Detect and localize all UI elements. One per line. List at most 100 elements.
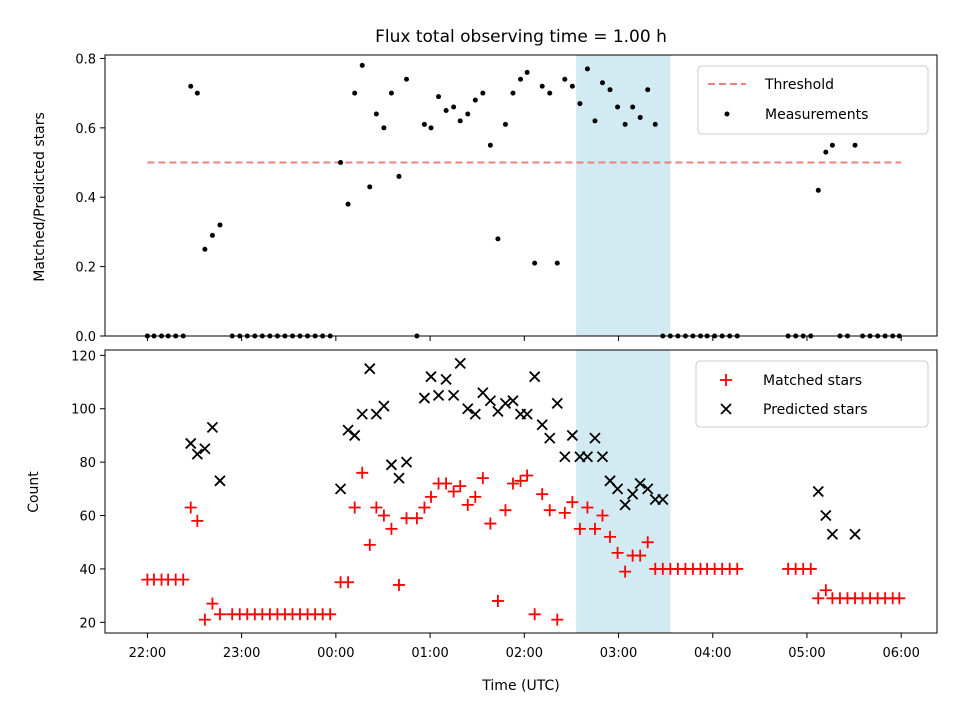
predicted-star-point	[432, 389, 445, 402]
matched-star-point	[400, 512, 413, 525]
measurement-point	[829, 142, 835, 148]
top-legend-box	[697, 65, 929, 135]
predicted-star-point	[418, 392, 431, 404]
predicted-star-point	[826, 528, 839, 540]
measurement-point	[524, 69, 530, 75]
predicted-star-point	[447, 389, 460, 402]
matched-star-point	[804, 562, 817, 575]
measurement-point	[592, 118, 598, 124]
measurement-point	[600, 80, 606, 86]
predicted-star-point	[393, 472, 405, 484]
measurement-point	[359, 62, 365, 68]
predicted-star-point	[385, 459, 398, 471]
measurement-point	[615, 104, 621, 110]
legend-predicted-swatch	[720, 403, 732, 415]
predicted-star-point	[589, 432, 601, 444]
measurement-point	[815, 187, 821, 193]
legend-matched-swatch	[720, 374, 732, 386]
bottom-x-axis: 22:00 23:00 00:00 01:00 02:00 03:00 04:00 05:00…	[129, 633, 920, 661]
matched-star-point	[392, 578, 405, 591]
matched-star-point	[499, 504, 512, 517]
predicted-star-point	[642, 483, 654, 495]
top-legend: Threshold Measurements	[697, 65, 929, 135]
matched-star-point	[581, 501, 594, 514]
measurement-point	[465, 111, 471, 117]
measurement-point	[607, 87, 613, 93]
y-tick-label: 80	[79, 456, 96, 471]
top-x-ticks	[146, 336, 902, 341]
highlight-span-bottom	[576, 350, 671, 633]
measurement-point	[480, 90, 486, 96]
measurement-point	[495, 236, 501, 242]
matched-star-point	[447, 485, 460, 498]
bottom-y-axis-label: Count	[26, 471, 42, 513]
predicted-star-point	[634, 477, 646, 490]
y-tick-label: 120	[71, 349, 96, 364]
legend-measurement-swatch	[724, 111, 730, 117]
predicted-star-point	[657, 493, 669, 506]
predicted-star-point	[364, 363, 376, 375]
measurement-point	[396, 173, 402, 179]
predicted-star-point	[820, 509, 832, 522]
predicted-star-point	[529, 371, 541, 383]
matched-star-point	[410, 512, 423, 525]
legend-threshold-label: Threshold	[764, 77, 834, 93]
matched-star-point	[484, 517, 497, 530]
predicted-star-point	[454, 357, 466, 369]
top-y-axis-label: Matched/Predicted stars	[32, 112, 48, 282]
predicted-star-point	[349, 429, 361, 442]
matched-star-point	[191, 514, 204, 527]
predicted-star-point	[499, 397, 512, 410]
matched-star-point	[634, 549, 647, 562]
measurement-point	[577, 101, 583, 107]
matched-star-point	[363, 538, 376, 551]
measurement-point	[652, 121, 658, 127]
predicted-star-point	[206, 421, 219, 434]
predicted-star-point	[812, 485, 824, 498]
chart-title: Flux total observing time = 1.00 h	[375, 27, 667, 47]
predicted-star-point	[400, 456, 413, 468]
measurement-point	[404, 76, 410, 82]
measurement-point	[532, 260, 538, 266]
matched-star-point	[324, 608, 337, 621]
measurement-point	[852, 142, 858, 148]
measurement-point	[645, 87, 651, 93]
matched-star-point	[198, 613, 211, 626]
highlight-span-top	[576, 55, 671, 336]
y-tick-label: 100	[71, 403, 96, 418]
legend-predicted-label: Predicted stars	[763, 402, 868, 418]
matched-star-point	[812, 592, 825, 605]
matched-star-point	[385, 522, 398, 535]
measurement-point	[202, 246, 208, 252]
measurement-point	[457, 118, 463, 124]
measurement-point	[421, 121, 427, 127]
measurement-point	[428, 125, 434, 131]
measurement-point	[388, 90, 394, 96]
matched-star-point	[536, 488, 549, 501]
top-y-axis: 0.0 0.2 0.4 0.6 0.8	[75, 52, 105, 345]
measurement-point	[338, 160, 344, 166]
matched-star-point	[206, 597, 219, 610]
predicted-star-points	[185, 357, 861, 540]
matched-star-point	[213, 608, 226, 621]
measurement-point	[630, 104, 636, 110]
legend-measurement-label: Measurements	[765, 107, 868, 123]
matched-star-point	[342, 576, 355, 589]
matched-star-point	[506, 477, 519, 490]
matched-star-point	[596, 509, 609, 522]
x-tick-label: 01:00	[411, 646, 448, 661]
measurement-point	[472, 97, 478, 103]
matched-star-point	[418, 501, 431, 514]
measurement-point	[367, 184, 373, 190]
measurement-point	[373, 111, 379, 117]
x-tick-label: 23:00	[223, 646, 260, 661]
measurement-point	[436, 94, 442, 100]
matched-star-point	[476, 472, 489, 485]
predicted-star-point	[581, 451, 594, 463]
measurement-point	[194, 90, 200, 96]
predicted-star-point	[619, 499, 631, 511]
matched-star-point	[611, 546, 624, 559]
matched-star-point	[588, 522, 601, 535]
measurement-point	[188, 83, 194, 89]
